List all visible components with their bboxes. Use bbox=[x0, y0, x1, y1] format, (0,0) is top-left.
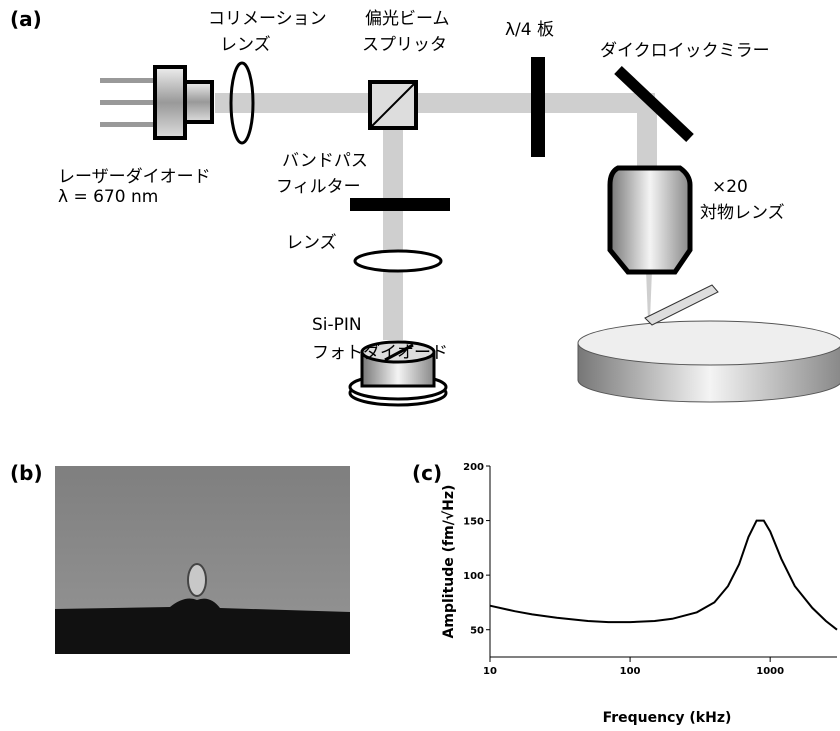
label: バンドパス bbox=[282, 151, 368, 171]
y-tick-label: 100 bbox=[463, 571, 484, 582]
panel-label: (a) bbox=[10, 7, 42, 31]
photo bbox=[55, 466, 350, 654]
label: フォトダイオード bbox=[312, 343, 448, 363]
y-tick-label: 50 bbox=[470, 626, 484, 637]
data-line bbox=[490, 521, 837, 630]
y-tick-label: 150 bbox=[463, 517, 484, 528]
panel-label: (b) bbox=[10, 461, 43, 485]
label: λ = 670 nm bbox=[58, 187, 158, 207]
objective-lens bbox=[610, 168, 690, 272]
sample-stage bbox=[578, 285, 840, 402]
y-axis-label: Amplitude (fm/√Hz) bbox=[441, 485, 457, 639]
y-tick-label: 200 bbox=[463, 462, 484, 473]
chart: 50 100 150 200 10 100 1000 Frequency (kHz) Ampli… bbox=[441, 462, 837, 726]
panel-label: (c) bbox=[412, 461, 442, 485]
label: ×20 bbox=[712, 177, 748, 197]
label: レーザーダイオード bbox=[58, 167, 211, 187]
beam-paths bbox=[215, 93, 657, 340]
label: λ/4 板 bbox=[505, 20, 554, 40]
x-tick-label: 1000 bbox=[756, 666, 784, 677]
quarter-wave-plate bbox=[531, 57, 545, 157]
beam-splitter bbox=[370, 82, 416, 128]
label: レンズ bbox=[286, 233, 337, 253]
label: Si-PIN bbox=[312, 315, 362, 335]
x-tick-label: 10 bbox=[483, 666, 497, 677]
label: フィルター bbox=[276, 177, 361, 197]
laser-diode bbox=[100, 67, 212, 138]
x-tick-label: 100 bbox=[620, 666, 641, 677]
label: ダイクロイックミラー bbox=[600, 41, 770, 61]
label: 対物レンズ bbox=[700, 203, 785, 223]
label: レンズ bbox=[220, 35, 271, 55]
label: コリメーション bbox=[208, 9, 327, 29]
bandpass-filter bbox=[350, 198, 450, 211]
label: スプリッタ bbox=[362, 35, 447, 55]
figure: (a) コリメーション レンズ 偏光ビーム スプリッタ λ/4 板 ダイクロイッ… bbox=[0, 0, 840, 727]
label: 偏光ビーム bbox=[365, 9, 450, 29]
x-axis-label: Frequency (kHz) bbox=[603, 710, 732, 726]
lens bbox=[355, 251, 441, 271]
